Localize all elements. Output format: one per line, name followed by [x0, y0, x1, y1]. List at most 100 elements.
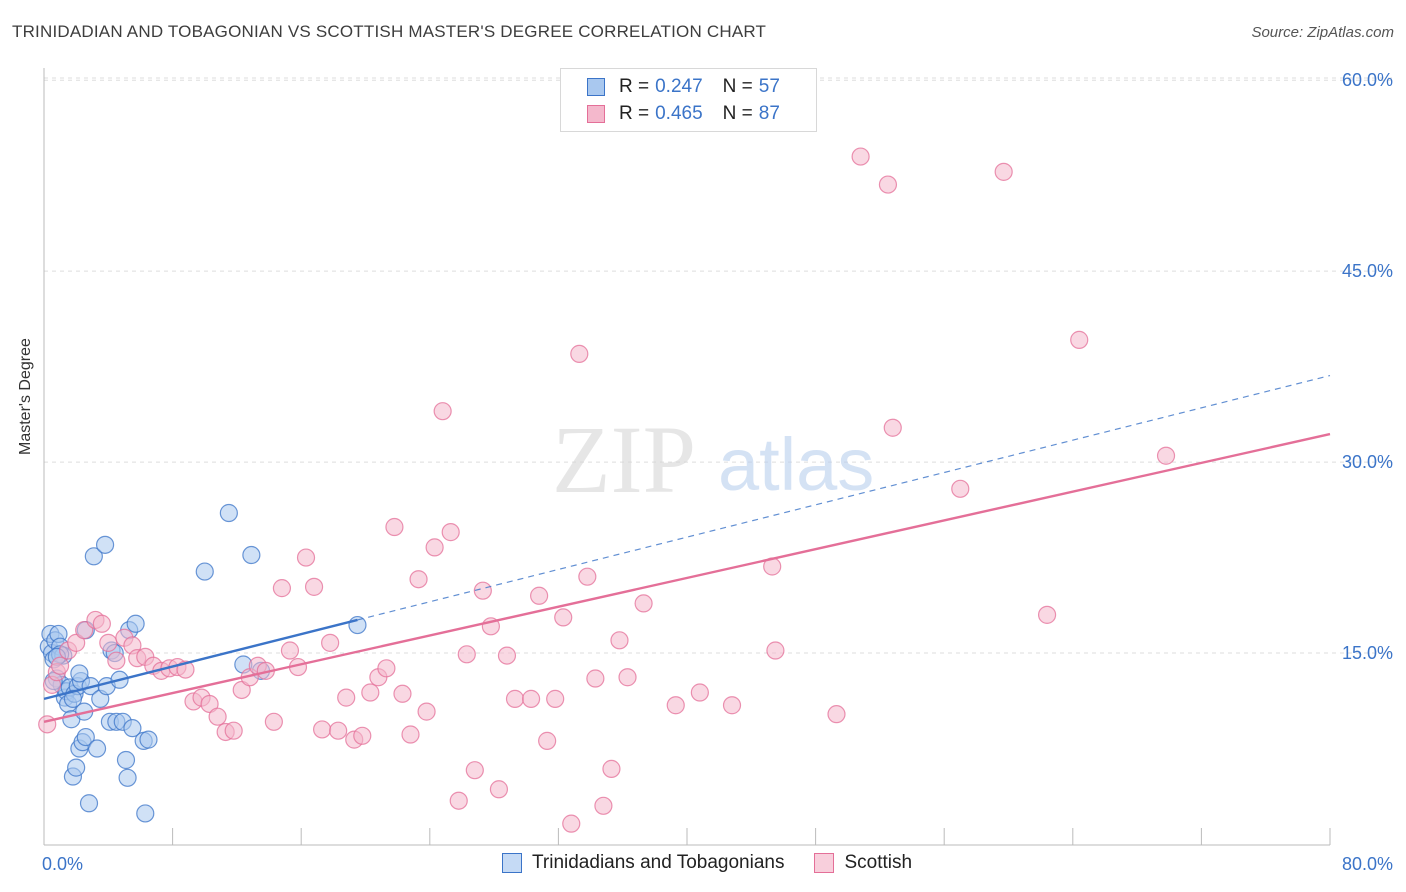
- points-layer: [38, 147, 1176, 833]
- scottish-point: [610, 631, 629, 650]
- legend-r-value: 0.247: [655, 76, 703, 97]
- scottish-point: [951, 479, 970, 498]
- scottish-point: [489, 780, 509, 799]
- scottish-point: [441, 523, 460, 542]
- trinidadian-trend-extension: [357, 374, 1331, 621]
- trinidadian-point: [95, 535, 115, 554]
- scottish-point: [353, 726, 372, 745]
- scottish-point: [473, 581, 492, 600]
- correlation-legend: R = 0.247 N = 57 R = 0.465 N = 87: [560, 68, 817, 132]
- trinidadian-point: [70, 664, 89, 683]
- scottish-point: [329, 721, 348, 740]
- legend-r-label: R =: [619, 103, 650, 124]
- scottish-point: [634, 594, 653, 613]
- source-label: Source: ZipAtlas.com: [1251, 24, 1394, 41]
- scottish-point: [618, 668, 637, 687]
- scottish-point: [409, 570, 428, 589]
- trinidadian-point: [136, 804, 155, 823]
- scottish-point: [433, 402, 452, 421]
- series-legend-trinidadian: Trinidadians and Tobagonians: [502, 852, 784, 874]
- scottish-point: [337, 688, 356, 707]
- scottish-point: [272, 579, 292, 598]
- scottish-point: [994, 162, 1013, 181]
- legend-row-scottish: R = 0.465 N = 87: [587, 101, 780, 127]
- scottish-point: [312, 720, 332, 739]
- trinidadian-point: [76, 727, 95, 747]
- x-tick-label-min: 0.0%: [42, 854, 83, 874]
- x-tick-label-max: 80.0%: [1342, 854, 1393, 874]
- scottish-point: [883, 418, 902, 437]
- scottish-point: [208, 707, 227, 726]
- scottish-point: [465, 761, 484, 780]
- scottish-point: [107, 651, 126, 670]
- scottish-point: [417, 702, 436, 721]
- scottish-point: [521, 689, 541, 708]
- scottish-point: [50, 656, 70, 675]
- trinidadian-point: [348, 615, 367, 635]
- scottish-point: [594, 796, 613, 815]
- scottish-point: [361, 683, 380, 702]
- legend-row-trinidadian: R = 0.247 N = 57: [587, 74, 780, 100]
- trend-layer: [43, 374, 1331, 723]
- series-legend-scottish: Scottish: [814, 852, 912, 874]
- series-legend-label: Scottish: [844, 852, 913, 873]
- y-axis-label: Master's Degree: [17, 338, 34, 455]
- scottish-point: [497, 646, 517, 665]
- scottish-point: [586, 669, 605, 688]
- grid-layer: [44, 77, 1392, 654]
- scottish-point: [1156, 446, 1176, 465]
- y-tick-label: 45.0%: [1342, 261, 1393, 281]
- trinidadian-point: [126, 614, 145, 633]
- scottish-point: [92, 614, 111, 633]
- trinidadian-point: [67, 758, 86, 777]
- scottish-point: [538, 731, 557, 750]
- series-legend: Trinidadians and Tobagonians Scottish: [502, 852, 942, 874]
- scottish-point: [690, 683, 709, 702]
- legend-r-value: 0.465: [655, 103, 703, 124]
- scottish-point: [280, 641, 300, 660]
- trinidadian-point: [116, 750, 136, 770]
- legend-r-label: R =: [619, 76, 650, 97]
- watermark: ZIP atlas: [552, 406, 874, 513]
- scottish-point: [578, 567, 597, 586]
- scottish-point: [827, 705, 846, 724]
- scottish-point: [851, 147, 870, 166]
- legend-n-value: 87: [758, 103, 780, 124]
- trinidadian-point: [219, 503, 238, 523]
- scottish-point: [722, 696, 742, 715]
- trinidadian-point: [118, 768, 137, 787]
- axis-layer: [43, 68, 1331, 846]
- scottish-point: [377, 659, 396, 678]
- series-swatch-pink: [814, 853, 835, 873]
- tick-label-layer: 15.0% 30.0% 45.0% 60.0% 0.0% 80.0%: [42, 70, 1393, 874]
- scottish-point: [666, 696, 685, 715]
- trinidadian-point: [79, 794, 99, 813]
- y-tick-label: 30.0%: [1342, 452, 1393, 472]
- legend-n-label: N =: [722, 103, 753, 124]
- scottish-point: [401, 725, 420, 744]
- y-tick-label: 60.0%: [1342, 70, 1393, 90]
- trinidadian-point: [84, 547, 103, 566]
- scottish-point: [75, 621, 94, 640]
- scottish-point: [878, 175, 898, 194]
- scottish-point: [393, 684, 412, 703]
- scottish-point: [304, 577, 324, 596]
- scottish-point: [602, 759, 621, 778]
- chart-title: TRINIDADIAN AND TOBAGONIAN VS SCOTTISH M…: [12, 22, 767, 41]
- legend-swatch-pink: [587, 105, 605, 123]
- scottish-point: [38, 715, 57, 734]
- series-swatch-blue: [502, 853, 522, 873]
- scottish-point: [449, 791, 468, 810]
- scottish-point: [425, 538, 444, 557]
- trinidadian-point: [195, 562, 214, 581]
- scottish-point: [385, 517, 404, 537]
- scottish-point: [570, 344, 589, 363]
- trinidadian-point: [242, 545, 261, 565]
- scottish-point: [554, 608, 573, 627]
- scottish-point: [766, 641, 785, 660]
- scottish-point: [264, 712, 283, 731]
- scottish-point: [530, 586, 549, 605]
- y-tick-label: 15.0%: [1342, 643, 1393, 663]
- watermark-atlas: atlas: [718, 423, 874, 506]
